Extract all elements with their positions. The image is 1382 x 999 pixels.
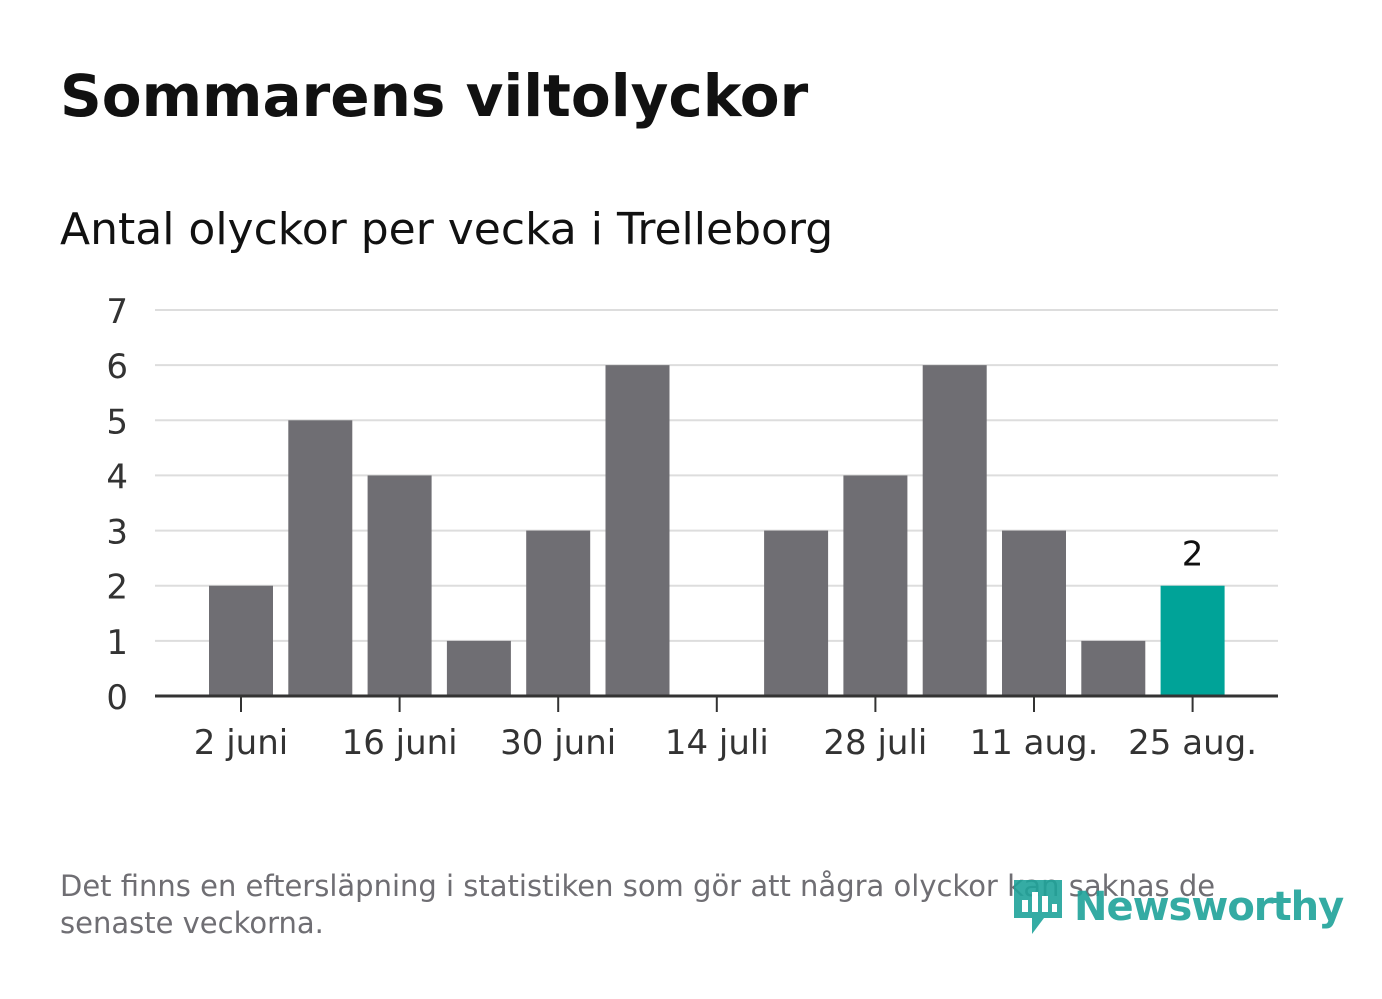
brand-name: Newsworthy	[1074, 884, 1344, 930]
data-label: 2	[1182, 535, 1204, 575]
y-tick-label: 5	[106, 402, 128, 442]
x-tick-label: 25 aug.	[1128, 723, 1257, 763]
x-tick-label: 28 juli	[823, 723, 927, 763]
x-tick-label: 30 juni	[500, 723, 616, 763]
bar	[288, 420, 353, 696]
y-tick-label: 2	[106, 568, 128, 608]
chart-subtitle: Antal olyckor per vecka i Trelleborg	[60, 204, 834, 255]
y-tick-label: 3	[106, 513, 128, 553]
bar	[526, 530, 591, 696]
x-tick-label: 14 juli	[665, 723, 769, 763]
bar-chart: 0 1 2 3 4 5 6 7 2 2 juni 16 juni 30 juni 14 juli 28 j…	[106, 292, 1278, 763]
x-tick-label: 2 juni	[194, 723, 288, 763]
bar	[922, 365, 987, 696]
bar	[446, 640, 511, 696]
y-tick-label: 7	[106, 292, 128, 332]
y-tick-label: 6	[106, 347, 128, 387]
newsworthy-logo-icon	[1014, 880, 1062, 934]
y-tick-label: 1	[106, 623, 128, 663]
newsworthy-logo: Newsworthy	[1010, 876, 1344, 938]
chart-title: Sommarens viltolyckor	[60, 62, 809, 130]
bar	[1081, 640, 1146, 696]
bar	[605, 365, 670, 696]
y-tick-label: 0	[106, 678, 128, 718]
bar	[1160, 585, 1225, 696]
y-tick-label: 4	[106, 457, 128, 497]
bar	[1002, 530, 1066, 696]
x-tick-label: 16 juni	[342, 723, 458, 763]
bar	[367, 475, 432, 696]
bar	[209, 585, 273, 696]
bar	[843, 475, 908, 696]
bar	[764, 530, 829, 696]
x-tick-label: 11 aug.	[970, 723, 1099, 763]
